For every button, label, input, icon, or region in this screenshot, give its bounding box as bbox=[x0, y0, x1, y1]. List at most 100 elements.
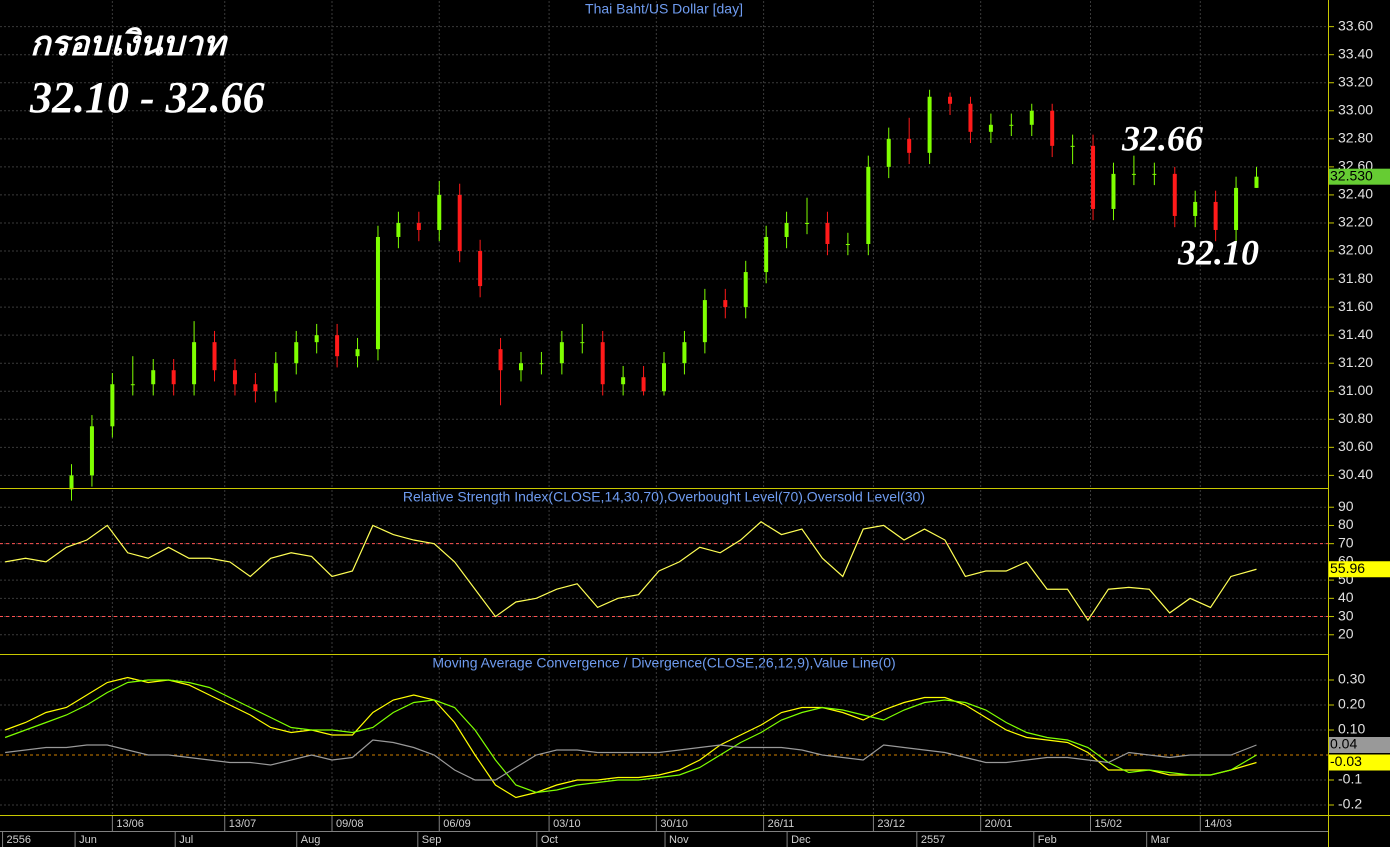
candle-body bbox=[110, 384, 115, 427]
candle-body bbox=[580, 342, 585, 344]
panel-title: Relative Strength Index(CLOSE,14,30,70),… bbox=[403, 489, 925, 505]
candle-body bbox=[192, 342, 197, 385]
candle-body bbox=[1111, 173, 1116, 209]
candle-body bbox=[416, 222, 421, 230]
candle-body bbox=[518, 363, 523, 371]
y-tick-label: -0.1 bbox=[1338, 771, 1362, 787]
candle-body bbox=[682, 342, 687, 364]
candle-body bbox=[968, 103, 973, 132]
y-tick-label: 30.60 bbox=[1338, 438, 1373, 454]
candle-body bbox=[907, 138, 912, 153]
candle-body bbox=[743, 272, 748, 308]
x-tick-label: Dec bbox=[791, 834, 811, 846]
candle-body bbox=[1009, 124, 1014, 126]
candle-body bbox=[1193, 201, 1198, 216]
x-tick-label: 09/08 bbox=[336, 818, 364, 830]
candle-body bbox=[539, 363, 544, 365]
x-tick-label: Jul bbox=[179, 834, 193, 846]
y-tick-label: 31.40 bbox=[1338, 326, 1373, 342]
candle-body bbox=[600, 342, 605, 385]
candle-body bbox=[89, 426, 94, 476]
candle-body bbox=[1172, 173, 1177, 216]
y-tick-label: 32.00 bbox=[1338, 242, 1373, 258]
x-tick-label: Jun bbox=[79, 834, 97, 846]
y-tick-label: 0.20 bbox=[1338, 696, 1365, 712]
candle-body bbox=[866, 166, 871, 244]
y-tick-label: 40 bbox=[1338, 589, 1354, 605]
value-box bbox=[1329, 737, 1390, 753]
y-tick-label: 0.30 bbox=[1338, 671, 1365, 687]
candle-body bbox=[927, 96, 932, 153]
x-tick-label: Oct bbox=[541, 834, 558, 846]
candle-body bbox=[948, 96, 953, 104]
x-tick-label: 13/07 bbox=[229, 818, 257, 830]
candle-body bbox=[232, 370, 237, 385]
y-tick-label: 20 bbox=[1338, 625, 1354, 641]
candle-body bbox=[171, 370, 176, 385]
x-tick-label: 15/02 bbox=[1094, 818, 1122, 830]
candle-body bbox=[457, 194, 462, 252]
candle-body bbox=[641, 377, 646, 392]
annotation: 32.10 - 32.66 bbox=[29, 73, 265, 122]
line bbox=[4, 679, 1257, 794]
candle-body bbox=[1213, 201, 1218, 230]
candle-body bbox=[559, 342, 564, 364]
value-label: 0.04 bbox=[1330, 736, 1357, 752]
y-tick-label: 33.40 bbox=[1338, 45, 1373, 61]
value-label: 55.96 bbox=[1330, 560, 1365, 576]
x-tick-label: Aug bbox=[301, 834, 321, 846]
candle-body bbox=[1152, 173, 1157, 175]
y-tick-label: -0.2 bbox=[1338, 796, 1362, 812]
value-box bbox=[1329, 561, 1390, 578]
candle-body bbox=[702, 300, 707, 343]
y-tick-label: 70 bbox=[1338, 534, 1354, 550]
y-tick-label: 32.20 bbox=[1338, 214, 1373, 230]
y-tick-label: 33.00 bbox=[1338, 101, 1373, 117]
candle-body bbox=[273, 363, 278, 392]
x-tick-label: 06/09 bbox=[443, 818, 471, 830]
candle-body bbox=[437, 194, 442, 230]
candle-body bbox=[621, 377, 626, 385]
line bbox=[4, 676, 1257, 799]
x-tick-label: 23/12 bbox=[877, 818, 905, 830]
candle-body bbox=[988, 124, 993, 132]
x-tick-label: Mar bbox=[1151, 834, 1170, 846]
candle-body bbox=[212, 342, 217, 371]
candle-body bbox=[69, 475, 74, 490]
candle-body bbox=[130, 384, 135, 386]
y-tick-label: 31.20 bbox=[1338, 354, 1373, 370]
x-tick-label: 13/06 bbox=[116, 818, 144, 830]
x-tick-label: 14/03 bbox=[1204, 818, 1232, 830]
candle-body bbox=[335, 335, 340, 357]
y-tick-label: 30.40 bbox=[1338, 466, 1373, 482]
y-tick-label: 33.20 bbox=[1338, 73, 1373, 89]
candle-body bbox=[825, 222, 830, 244]
grid bbox=[0, 1, 1328, 815]
candle-body bbox=[1070, 145, 1075, 147]
candle-body bbox=[355, 349, 360, 357]
annotation: 32.66 bbox=[1121, 118, 1203, 158]
marks bbox=[4, 89, 1259, 799]
candle-body bbox=[784, 222, 789, 237]
y-tick-label: 0.10 bbox=[1338, 721, 1365, 737]
annotation: กรอบเงินบาท bbox=[30, 26, 229, 63]
value-box bbox=[1329, 168, 1390, 185]
candle-body bbox=[151, 370, 156, 385]
candle-body bbox=[498, 349, 503, 371]
candle-body bbox=[314, 335, 319, 343]
chart-title: Thai Baht/US Dollar [day] bbox=[585, 1, 743, 17]
candle-body bbox=[723, 300, 728, 308]
candle-body bbox=[1131, 173, 1136, 175]
x-tick-label: Nov bbox=[669, 834, 689, 846]
candle-body bbox=[478, 251, 483, 287]
x-tick-label: 30/10 bbox=[660, 818, 688, 830]
candle-body bbox=[1029, 110, 1034, 125]
annotation: 32.10 bbox=[1177, 232, 1259, 272]
candle-body bbox=[1234, 187, 1239, 230]
value-label: 32.530 bbox=[1330, 167, 1373, 183]
candle-body bbox=[1254, 176, 1259, 188]
candle-body bbox=[662, 363, 666, 392]
candle-body bbox=[805, 222, 810, 224]
y-tick-label: 32.40 bbox=[1338, 186, 1373, 202]
candle-body bbox=[886, 138, 891, 167]
